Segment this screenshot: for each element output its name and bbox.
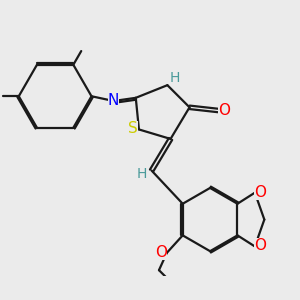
Text: H: H xyxy=(169,71,179,85)
Text: N: N xyxy=(108,94,119,109)
Text: O: O xyxy=(218,103,230,118)
Text: O: O xyxy=(254,238,266,253)
Text: S: S xyxy=(128,121,138,136)
Text: O: O xyxy=(254,184,266,200)
Text: O: O xyxy=(155,244,167,260)
Text: H: H xyxy=(137,167,147,181)
